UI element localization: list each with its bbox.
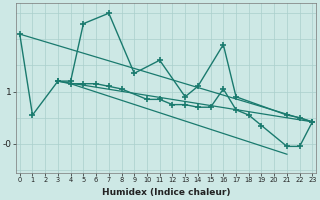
- X-axis label: Humidex (Indice chaleur): Humidex (Indice chaleur): [102, 188, 230, 197]
